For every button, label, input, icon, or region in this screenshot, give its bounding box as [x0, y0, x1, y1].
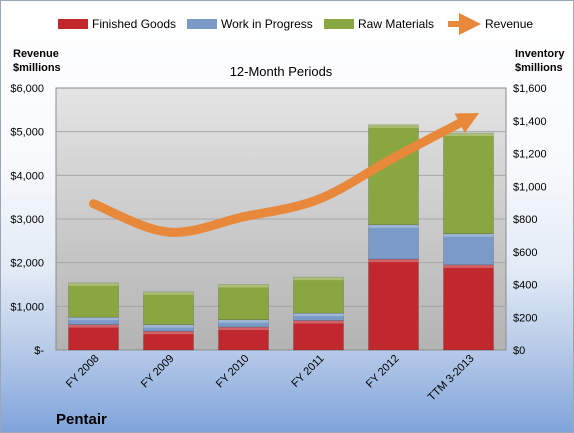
bar-segment-raw-materials [218, 284, 269, 321]
legend-label-work-in-progress: Work in Progress [221, 17, 313, 31]
right-tick-label: $1,600 [513, 83, 547, 95]
bar-segment-highlight [68, 324, 119, 328]
right-axis-title-line2: $millions [515, 62, 563, 74]
bar-segment-raw-materials [293, 276, 344, 314]
bar-segment-highlight [68, 317, 119, 321]
bar-segment-work-in-progress [368, 224, 419, 260]
company-name: Pentair [56, 411, 107, 428]
bar-segment-highlight [293, 320, 344, 324]
bar-segment-raw-materials [443, 132, 494, 235]
right-axis-ticks: $0 $200 $400 $600 $800 $1,000 $1,200 $1,400 $1,6… [513, 83, 547, 357]
category-label: FY 2012 [364, 353, 402, 391]
bar-segment-highlight [443, 233, 494, 237]
right-tick-label: $1,000 [513, 181, 547, 193]
bar-segment-work-in-progress [443, 233, 494, 266]
bar-segment-highlight [143, 331, 194, 335]
bar-segment-finished-goods [143, 330, 194, 351]
left-tick-label: $- [34, 345, 44, 357]
bar-segment-finished-goods [68, 324, 119, 351]
bar-segment-highlight [218, 319, 269, 323]
bar-segment-highlight [443, 264, 494, 268]
right-tick-label: $400 [513, 280, 537, 292]
right-tick-label: $200 [513, 312, 537, 324]
legend-label-revenue: Revenue [485, 17, 533, 31]
bar-segment-finished-goods [368, 258, 419, 351]
right-tick-label: $1,400 [513, 116, 547, 128]
legend-swatch-raw-materials [324, 19, 354, 29]
legend-label-finished-goods: Finished Goods [92, 17, 176, 31]
bar-segment-finished-goods [218, 326, 269, 351]
bar-segment-highlight [443, 133, 494, 137]
category-label: TTM 3-2013 [426, 353, 477, 404]
bar-segment-finished-goods [293, 320, 344, 351]
legend-swatch-work-in-progress [187, 19, 217, 29]
category-label: FY 2011 [289, 353, 326, 390]
bar-segment-highlight [368, 224, 419, 228]
category-label: FY 2010 [214, 353, 252, 391]
gridlines [56, 131, 506, 307]
right-tick-label: $1,200 [513, 149, 547, 161]
left-tick-label: $2,000 [10, 258, 44, 270]
bar-segment-finished-goods [443, 264, 494, 351]
left-tick-label: $6,000 [10, 83, 44, 95]
left-tick-label: $5,000 [10, 127, 44, 139]
left-tick-label: $3,000 [10, 214, 44, 226]
bar-segment-highlight [218, 284, 269, 288]
left-axis-title-line2: $millions [13, 62, 61, 74]
legend: Finished Goods Work in Progress Raw Mate… [58, 13, 533, 35]
right-tick-label: $800 [513, 214, 537, 226]
category-axis-labels: FY 2008 FY 2009 FY 2010 FY 2011 FY 2012 TTM 3… [64, 353, 477, 404]
chart-subtitle: 12-Month Periods [230, 64, 333, 79]
bar-segment-raw-materials [143, 291, 194, 325]
category-label: FY 2009 [139, 353, 177, 391]
legend-swatch-finished-goods [58, 19, 88, 29]
bar-segment-raw-materials [368, 124, 419, 226]
bar-segment-highlight [368, 124, 419, 128]
legend-label-raw-materials: Raw Materials [358, 17, 434, 31]
revenue-line [89, 112, 480, 237]
bar-segment-highlight [143, 291, 194, 295]
bar-segment-raw-materials [68, 282, 119, 318]
right-axis-title-line1: Inventory [515, 48, 565, 60]
category-label: FY 2008 [64, 353, 102, 391]
left-tick-label: $4,000 [10, 170, 44, 182]
right-tick-label: $600 [513, 247, 537, 259]
left-axis-title-line1: Revenue [13, 48, 59, 60]
bar-segment-highlight [218, 327, 269, 331]
bar-segment-highlight [143, 324, 194, 328]
bar-segment-highlight [368, 259, 419, 263]
right-tick-label: $0 [513, 345, 525, 357]
bar-segment-highlight [293, 313, 344, 317]
left-tick-label: $1,000 [10, 301, 44, 313]
revenue-line-path [89, 112, 480, 237]
left-axis-ticks: $- $1,000 $2,000 $3,000 $4,000 $5,000 $6,000 [10, 83, 44, 357]
bar-segment-highlight [293, 277, 344, 281]
bar-segment-highlight [68, 282, 119, 286]
inventory-bars [68, 124, 494, 351]
